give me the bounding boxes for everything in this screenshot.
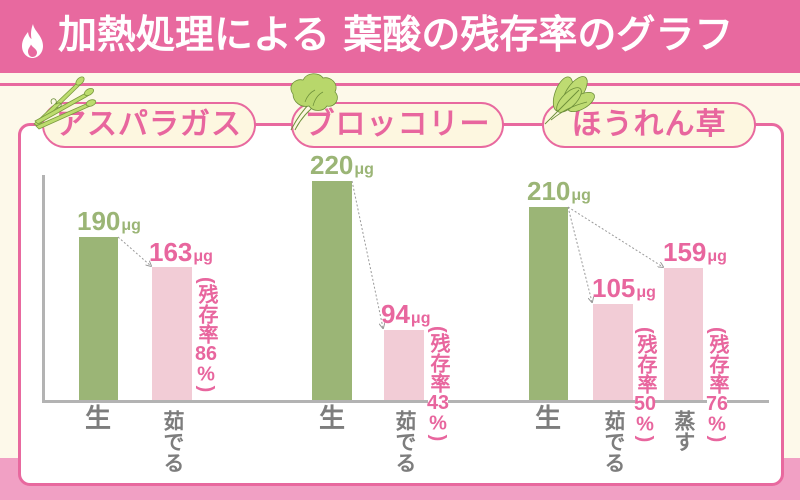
retention-value: 86 <box>195 343 217 364</box>
x-axis <box>42 400 769 403</box>
category-label-raw: 生 <box>85 404 112 434</box>
value-unit: μg <box>193 248 213 265</box>
percent-sign: % <box>706 413 728 436</box>
retention-label-spinach-boiled: (残存率50%) <box>634 327 656 443</box>
broccoli-icon <box>290 73 338 131</box>
paren-close: ) <box>634 435 656 443</box>
value-label-asparagus-boiled: 163μg <box>149 238 213 266</box>
percent-sign: % <box>634 413 656 436</box>
bar-spinach-boiled <box>593 304 633 400</box>
bar-spinach-steamed <box>664 268 703 400</box>
category-label-boiled: 茹でる <box>602 410 626 473</box>
retention-label-asparagus-boiled: (残存率86%) <box>195 277 217 393</box>
value-label-spinach-boiled: 105μg <box>592 274 656 302</box>
paren-open: ( <box>427 326 449 333</box>
value-label-spinach-steamed: 159μg <box>663 238 727 266</box>
chart-panel <box>18 123 784 486</box>
value-number: 159 <box>663 237 707 267</box>
value-number: 105 <box>592 273 636 303</box>
value-number: 190 <box>77 206 121 236</box>
y-axis <box>42 175 45 402</box>
value-label-asparagus-raw: 190μg <box>77 207 141 235</box>
value-unit: μg <box>636 284 656 301</box>
spinach-icon <box>544 76 595 125</box>
percent-sign: % <box>195 363 217 386</box>
vegetable-label-broccoli: ブロッコリー <box>291 102 504 148</box>
header-banner <box>0 0 800 73</box>
page-title: 加熱処理による 葉酸の残存率のグラフ <box>58 13 734 58</box>
flame-icon <box>22 24 43 58</box>
value-number: 210 <box>527 176 571 206</box>
divider-line <box>0 83 800 86</box>
paren-open: ( <box>706 327 728 334</box>
retention-prefix: 残存率 <box>706 333 728 394</box>
bar-asparagus-raw <box>79 237 118 400</box>
retention-prefix: 残存率 <box>195 283 217 344</box>
bar-broccoli-raw <box>312 181 352 400</box>
retention-value: 43 <box>427 392 449 413</box>
value-unit: μg <box>410 310 431 327</box>
retention-prefix: 残存率 <box>427 332 449 393</box>
retention-value: 50 <box>634 393 656 414</box>
retention-value: 76 <box>706 393 728 414</box>
paren-close: ) <box>195 385 217 393</box>
category-label-steamed: 蒸す <box>672 410 696 452</box>
paren-close: ) <box>427 434 449 442</box>
value-label-broccoli-raw: 220μg <box>310 151 374 179</box>
bar-broccoli-boiled <box>384 330 424 400</box>
bar-asparagus-boiled <box>152 267 192 400</box>
vegetable-label-spinach: ほうれん草 <box>542 102 756 148</box>
value-label-spinach-raw: 210μg <box>527 177 591 205</box>
paren-open: ( <box>195 277 217 284</box>
value-unit: μg <box>121 217 141 234</box>
value-unit: μg <box>354 161 374 178</box>
paren-close: ) <box>706 435 728 443</box>
retention-label-spinach-steamed: (残存率76%) <box>706 327 728 443</box>
retention-label-broccoli-boiled: (残存率43%) <box>427 326 449 442</box>
asparagus-icon <box>33 76 97 130</box>
category-label-boiled: 茹でる <box>393 410 417 473</box>
value-number: 220 <box>310 150 354 180</box>
value-unit: μg <box>571 187 591 204</box>
value-number: 94 <box>381 299 410 329</box>
category-label-raw: 生 <box>319 404 346 434</box>
category-label-boiled: 茹でる <box>161 410 185 473</box>
retention-prefix: 残存率 <box>634 333 656 394</box>
category-label-raw: 生 <box>535 404 562 434</box>
bar-spinach-raw <box>529 207 568 400</box>
value-number: 163 <box>149 237 193 267</box>
paren-open: ( <box>634 327 656 334</box>
value-unit: μg <box>707 248 727 265</box>
value-label-broccoli-boiled: 94μg <box>381 300 430 328</box>
percent-sign: % <box>427 412 449 435</box>
